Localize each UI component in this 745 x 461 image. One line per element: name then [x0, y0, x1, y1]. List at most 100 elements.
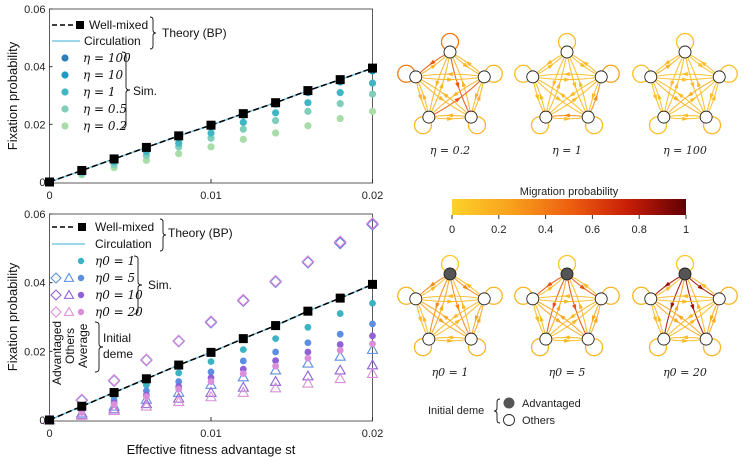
- edge-arrow-icon: [690, 82, 695, 89]
- edge-arrow-icon: [569, 91, 576, 97]
- y-tick-label: 0.02: [24, 346, 45, 358]
- edge-arrow-icon: [462, 302, 467, 310]
- x-tick-label: 0.01: [200, 190, 221, 202]
- edge-arrow-icon: [447, 77, 454, 82]
- legend-sim-marker: [61, 88, 69, 96]
- deme-node: [594, 70, 608, 84]
- x-tick-label: 0.02: [362, 428, 383, 440]
- edge-arrow-icon: [539, 315, 544, 322]
- column-label-others: Others: [63, 328, 77, 364]
- well-mixed-marker: [335, 293, 345, 303]
- others-point: [172, 395, 185, 407]
- average-point: [239, 370, 247, 378]
- others-point: [269, 381, 282, 393]
- sim-point: [272, 129, 280, 137]
- edge-arrow-icon: [563, 294, 570, 299]
- well-mixed-marker: [141, 142, 151, 152]
- edge-arrow-icon: [439, 82, 444, 89]
- average-point: [304, 354, 312, 362]
- sim-point: [175, 150, 183, 158]
- y-tick-label: 0.06: [24, 209, 45, 221]
- initial-deme-label-line2: deme: [103, 347, 133, 361]
- sim-point: [368, 90, 377, 98]
- deme-node: [477, 70, 491, 84]
- y-tick-label: 0: [39, 177, 45, 189]
- others-point: [366, 343, 379, 354]
- others-point: [269, 364, 282, 375]
- well-mixed-marker: [77, 401, 87, 411]
- sim-point: [272, 116, 280, 125]
- edge-arrow-icon: [572, 304, 577, 311]
- legend-sim-label: η = 1: [83, 85, 116, 99]
- advantaged-point: [172, 335, 185, 348]
- others-point: [108, 404, 121, 416]
- x-tick-label: 0: [46, 428, 52, 440]
- edge-arrow-icon: [673, 317, 680, 324]
- average-point: [272, 348, 279, 356]
- advantaged-point: [269, 275, 282, 288]
- average-point: [207, 368, 215, 376]
- legend-others-marker: [63, 272, 75, 282]
- others-point: [237, 381, 250, 392]
- sim-point: [336, 99, 344, 108]
- deme-node: [422, 332, 436, 346]
- legend-sim-label: η = 10: [83, 68, 124, 82]
- sim-point: [175, 139, 183, 147]
- edge-arrow-icon: [417, 94, 422, 101]
- others-point: [269, 375, 282, 386]
- edge-arrow-icon: [690, 304, 695, 311]
- edge-arrow-icon: [571, 97, 578, 103]
- edge-arrow-icon: [546, 281, 553, 288]
- average-point: [207, 358, 215, 366]
- edge-arrow-icon: [435, 302, 440, 310]
- network-label: η = 100: [663, 144, 707, 157]
- average-point: [175, 369, 183, 377]
- advantaged-point: [333, 235, 347, 248]
- average-point: [239, 346, 247, 354]
- edge-arrow-icon: [474, 315, 479, 322]
- legend-advantaged-marker: [50, 306, 62, 318]
- edge-arrow-icon: [429, 59, 436, 66]
- others-point: [237, 370, 250, 382]
- sim-point: [239, 118, 247, 126]
- legend-advantaged-marker: [50, 289, 62, 301]
- deme-node: [594, 292, 608, 306]
- average-point: [336, 310, 344, 317]
- edge-arrow-icon: [682, 338, 689, 343]
- well-mixed-marker: [238, 334, 248, 344]
- edge-arrow-icon: [534, 316, 539, 323]
- edge-arrow-icon: [438, 317, 445, 324]
- average-point: [369, 299, 376, 307]
- advantaged-node-icon: [503, 397, 515, 409]
- advantaged-point: [140, 353, 153, 367]
- average-point: [272, 362, 279, 370]
- edge-arrow-icon: [446, 335, 453, 340]
- deme-node: [699, 110, 713, 124]
- edge-arrow-icon: [552, 80, 557, 88]
- legend-well-mixed-marker: [76, 21, 84, 29]
- colorbar-tick-label: 1: [683, 224, 689, 236]
- edge-arrow-icon: [447, 299, 454, 304]
- sim-point: [336, 114, 344, 123]
- edge-arrow-icon: [689, 319, 696, 325]
- deme-node: [539, 332, 553, 346]
- advantaged-deme-node: [678, 267, 692, 281]
- advantaged-point: [204, 315, 218, 329]
- theory-brace: [159, 218, 167, 252]
- node-legend-title: Initial deme: [428, 405, 484, 417]
- edge-arrow-icon: [559, 314, 566, 321]
- advantaged-point: [172, 334, 185, 348]
- edge-arrow-icon: [582, 283, 589, 289]
- edge-arrow-icon: [447, 116, 454, 121]
- edge-arrow-icon: [417, 316, 422, 323]
- edge-arrow-icon: [677, 314, 684, 321]
- edge-arrow-icon: [700, 283, 707, 289]
- network-label: η0 = 20: [663, 366, 707, 379]
- edge-arrow-icon: [657, 93, 662, 100]
- deme-node: [526, 70, 540, 84]
- edge-arrow-icon: [697, 302, 702, 310]
- deme-node: [464, 332, 478, 346]
- well-mixed-marker: [335, 75, 345, 85]
- edge-arrow-icon: [591, 315, 596, 322]
- top-plot: Fixation probability Well-mixed Circulat…: [5, 4, 383, 202]
